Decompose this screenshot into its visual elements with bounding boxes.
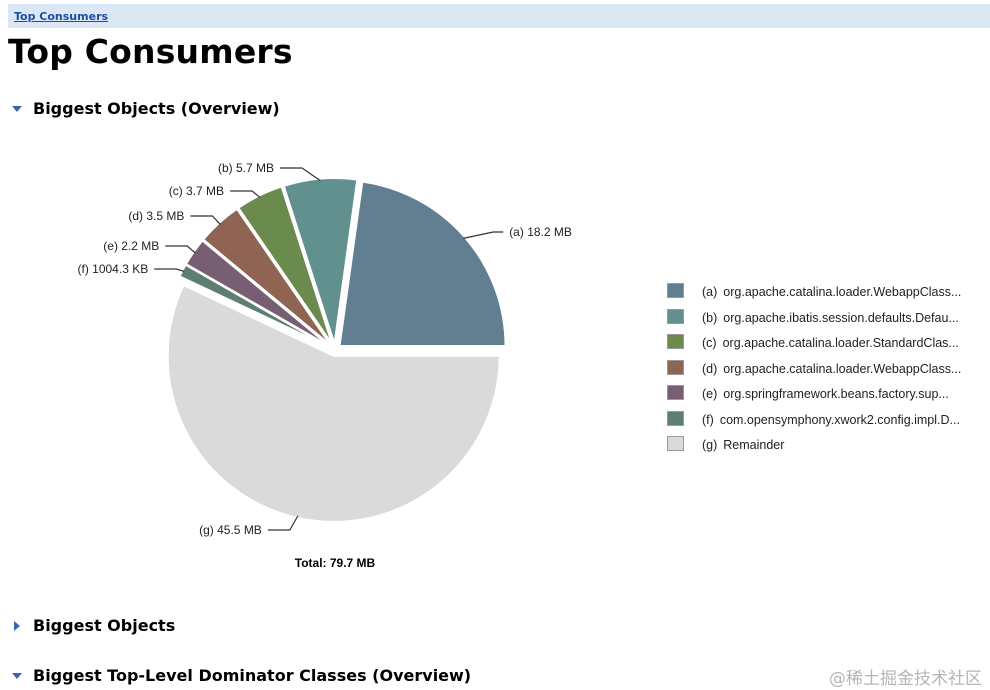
leader-line <box>230 190 261 198</box>
section-title: Biggest Top-Level Dominator Classes (Ove… <box>33 666 472 685</box>
page-title: Top Consumers <box>8 32 293 71</box>
section-biggest-objects[interactable]: Biggest Objects <box>10 616 175 635</box>
legend-swatch <box>667 410 684 426</box>
slice-label-g: (g) 45.5 MB <box>199 523 262 537</box>
legend-swatch <box>667 436 684 451</box>
legend-label: (g) Remainder <box>702 438 785 452</box>
chart-total: Total: 79.7 MB <box>294 556 376 570</box>
collapse-triangle-right-icon <box>10 619 28 633</box>
expand-triangle-down-icon <box>10 669 28 683</box>
leader-line <box>165 245 196 254</box>
slice-label-e: (e) 2.2 MB <box>103 239 159 253</box>
legend-label: (f) com.opensymphony.xwork2.config.impl.D… <box>702 412 960 427</box>
leader-line <box>267 515 299 531</box>
legend-label: (a) org.apache.catalina.loader.WebappClas… <box>702 285 962 299</box>
slice-label-f: (f) 1004.3 KB <box>78 262 149 276</box>
slice-label-b: (b) 5.7 MB <box>218 161 274 175</box>
slice-label-d: (d) 3.5 MB <box>128 209 184 223</box>
section-biggest-objects-overview[interactable]: Biggest Objects (Overview) <box>10 99 280 118</box>
legend-label: (b) org.apache.ibatis.session.defaults.De… <box>702 310 959 325</box>
section-title: Biggest Objects (Overview) <box>33 99 280 118</box>
section-dominator-classes-overview[interactable]: Biggest Top-Level Dominator Classes (Ove… <box>10 666 471 685</box>
legend-label: (d) org.apache.catalina.loader.WebappClas… <box>702 361 962 376</box>
pie-slice-b[interactable] <box>282 177 359 345</box>
legend-swatch <box>667 385 684 400</box>
leader-line <box>154 268 185 273</box>
watermark: @稀土掘金技术社区 <box>829 669 982 689</box>
section-title: Biggest Objects <box>33 616 176 635</box>
breadcrumb: Top Consumers <box>8 4 990 28</box>
breadcrumb-link-top-consumers[interactable]: Top Consumers <box>14 10 109 23</box>
legend-label: (c) org.apache.catalina.loader.StandardCl… <box>702 336 959 350</box>
pie-slice-c[interactable] <box>236 185 334 346</box>
pie-slice-a[interactable] <box>338 180 507 348</box>
leader-line <box>190 215 221 225</box>
legend-swatch <box>667 308 684 324</box>
leader-line <box>280 167 321 182</box>
legend-swatch <box>667 359 684 375</box>
legend-swatch <box>667 334 684 349</box>
legend-swatch <box>667 283 684 298</box>
leader-line <box>463 231 504 239</box>
slice-label-c: (c) 3.7 MB <box>169 184 224 198</box>
expand-triangle-down-icon <box>10 102 28 116</box>
legend-label: (e) org.springframework.beans.factory.sup… <box>702 387 949 401</box>
slice-label-a: (a) 18.2 MB <box>509 225 572 239</box>
